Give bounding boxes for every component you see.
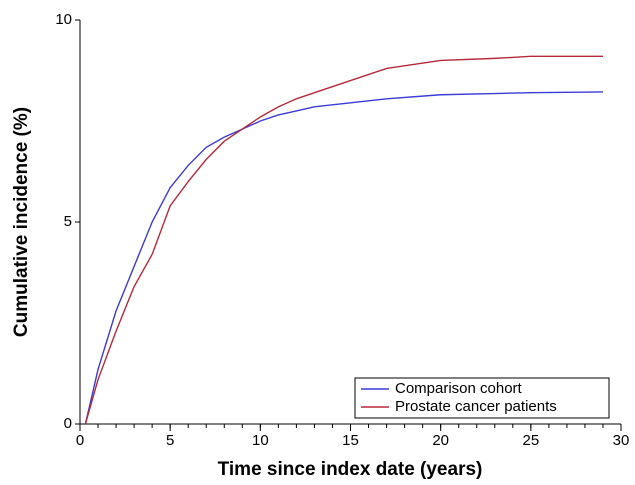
x-tick-label: 10 — [252, 432, 269, 449]
x-tick-label: 15 — [342, 432, 359, 449]
y-tick-label: 0 — [64, 415, 72, 432]
y-tick-label: 5 — [64, 213, 72, 230]
x-tick-label: 30 — [613, 432, 630, 449]
x-tick-label: 5 — [166, 432, 174, 449]
series-line — [84, 91, 603, 425]
y-axis-label: Cumulative incidence (%) — [11, 107, 32, 337]
x-tick-label: 0 — [76, 432, 84, 449]
legend-label: Prostate cancer patients — [395, 398, 557, 415]
legend-box — [354, 377, 610, 419]
legend-label: Comparison cohort — [395, 380, 523, 397]
x-axis-label: Time since index date (years) — [218, 459, 483, 480]
x-tick-label: 25 — [522, 432, 539, 449]
series-line — [84, 55, 603, 425]
y-tick-label: 10 — [55, 11, 72, 28]
x-tick-label: 20 — [432, 432, 449, 449]
